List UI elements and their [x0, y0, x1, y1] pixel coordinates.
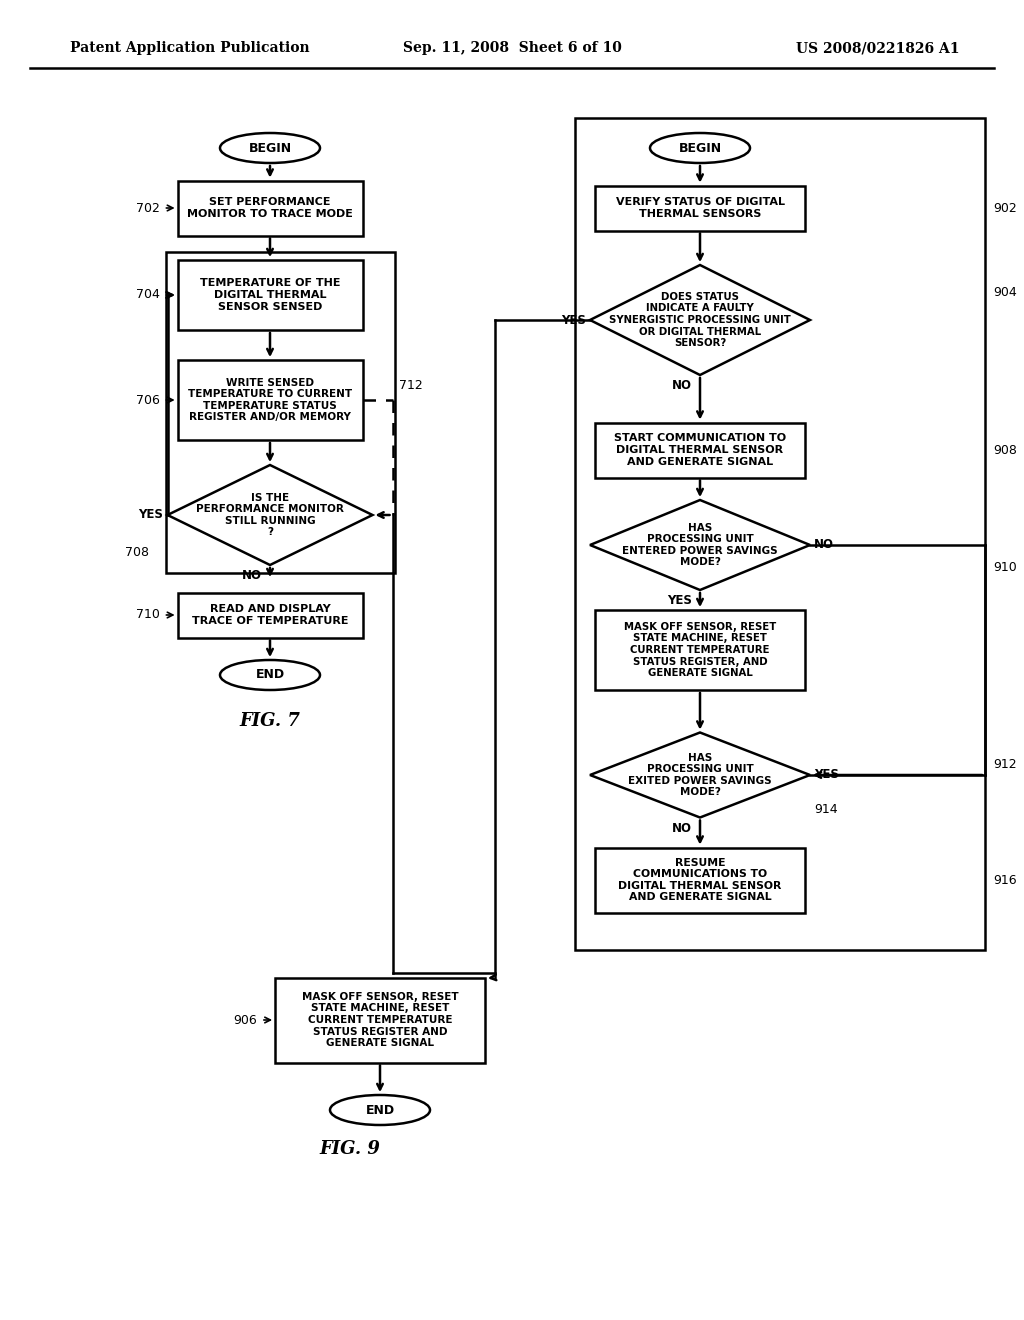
Text: 908: 908 — [993, 444, 1017, 457]
Text: HAS
PROCESSING UNIT
EXITED POWER SAVINGS
MODE?: HAS PROCESSING UNIT EXITED POWER SAVINGS… — [628, 752, 772, 797]
Text: FIG. 9: FIG. 9 — [319, 1140, 381, 1158]
Text: DOES STATUS
INDICATE A FAULTY
SYNERGISTIC PROCESSING UNIT
OR DIGITAL THERMAL
SEN: DOES STATUS INDICATE A FAULTY SYNERGISTI… — [609, 292, 791, 348]
Text: MASK OFF SENSOR, RESET
STATE MACHINE, RESET
CURRENT TEMPERATURE
STATUS REGISTER : MASK OFF SENSOR, RESET STATE MACHINE, RE… — [302, 991, 459, 1048]
Text: MASK OFF SENSOR, RESET
STATE MACHINE, RESET
CURRENT TEMPERATURE
STATUS REGISTER,: MASK OFF SENSOR, RESET STATE MACHINE, RE… — [624, 622, 776, 678]
Text: 902: 902 — [993, 202, 1017, 214]
Bar — [595, 186, 805, 231]
Text: 710: 710 — [135, 609, 160, 622]
Bar — [177, 360, 362, 440]
Text: 706: 706 — [135, 393, 160, 407]
Text: NO: NO — [242, 569, 262, 582]
Text: 904: 904 — [993, 286, 1017, 300]
Text: RESUME
COMMUNICATIONS TO
DIGITAL THERMAL SENSOR
AND GENERATE SIGNAL: RESUME COMMUNICATIONS TO DIGITAL THERMAL… — [618, 858, 781, 903]
Text: WRITE SENSED
TEMPERATURE TO CURRENT
TEMPERATURE STATUS
REGISTER AND/OR MEMORY: WRITE SENSED TEMPERATURE TO CURRENT TEMP… — [188, 378, 352, 422]
Bar — [595, 422, 805, 478]
Text: 910: 910 — [993, 561, 1017, 574]
Bar — [166, 252, 394, 573]
Text: BEGIN: BEGIN — [249, 141, 292, 154]
Text: VERIFY STATUS OF DIGITAL
THERMAL SENSORS: VERIFY STATUS OF DIGITAL THERMAL SENSORS — [615, 197, 784, 219]
Text: HAS
PROCESSING UNIT
ENTERED POWER SAVINGS
MODE?: HAS PROCESSING UNIT ENTERED POWER SAVING… — [623, 523, 778, 568]
Text: SET PERFORMANCE
MONITOR TO TRACE MODE: SET PERFORMANCE MONITOR TO TRACE MODE — [187, 197, 353, 219]
Bar — [275, 978, 485, 1063]
Text: END: END — [366, 1104, 394, 1117]
Text: 704: 704 — [135, 289, 160, 301]
Text: 916: 916 — [993, 874, 1017, 887]
Text: US 2008/0221826 A1: US 2008/0221826 A1 — [797, 41, 961, 55]
Text: END: END — [255, 668, 285, 681]
Text: TEMPERATURE OF THE
DIGITAL THERMAL
SENSOR SENSED: TEMPERATURE OF THE DIGITAL THERMAL SENSO… — [200, 279, 340, 312]
Bar — [575, 117, 985, 950]
Text: YES: YES — [667, 594, 692, 607]
Bar — [177, 181, 362, 235]
Text: START COMMUNICATION TO
DIGITAL THERMAL SENSOR
AND GENERATE SIGNAL: START COMMUNICATION TO DIGITAL THERMAL S… — [614, 433, 786, 466]
Bar — [595, 610, 805, 690]
Text: READ AND DISPLAY
TRACE OF TEMPERATURE: READ AND DISPLAY TRACE OF TEMPERATURE — [191, 605, 348, 626]
Bar — [177, 260, 362, 330]
Text: 712: 712 — [398, 379, 422, 392]
Text: YES: YES — [814, 768, 839, 781]
Text: NO: NO — [672, 379, 692, 392]
Text: IS THE
PERFORMANCE MONITOR
STILL RUNNING
?: IS THE PERFORMANCE MONITOR STILL RUNNING… — [196, 492, 344, 537]
Text: Sep. 11, 2008  Sheet 6 of 10: Sep. 11, 2008 Sheet 6 of 10 — [402, 41, 622, 55]
Text: Patent Application Publication: Patent Application Publication — [70, 41, 309, 55]
Bar — [595, 847, 805, 912]
Text: YES: YES — [561, 314, 586, 326]
Text: YES: YES — [138, 508, 164, 521]
Text: 702: 702 — [135, 202, 160, 214]
Text: NO: NO — [814, 539, 834, 552]
Bar — [177, 593, 362, 638]
Text: 906: 906 — [233, 1014, 257, 1027]
Text: NO: NO — [672, 821, 692, 834]
Text: BEGIN: BEGIN — [679, 141, 722, 154]
Text: 912: 912 — [993, 759, 1017, 771]
Text: 708: 708 — [126, 546, 150, 560]
Text: 914: 914 — [814, 803, 838, 816]
Text: FIG. 7: FIG. 7 — [240, 711, 300, 730]
